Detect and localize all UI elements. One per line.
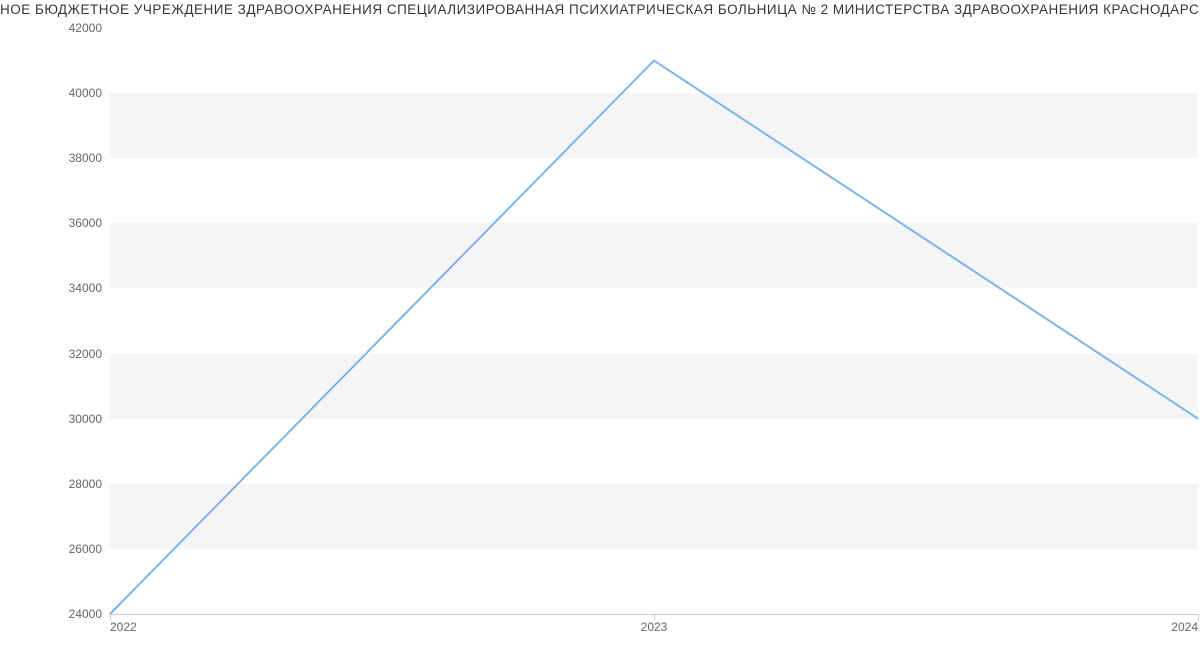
y-tick-label: 32000 [69,347,102,361]
line-series [110,61,1198,614]
series-layer [110,28,1198,614]
x-tick-label: 2024 [1171,620,1198,634]
y-tick-label: 30000 [69,412,102,426]
y-tick-label: 36000 [69,216,102,230]
y-tick-label: 38000 [69,151,102,165]
y-tick-label: 34000 [69,281,102,295]
y-tick-label: 26000 [69,542,102,556]
y-tick-label: 40000 [69,86,102,100]
x-tick-label: 2022 [110,620,137,634]
line-chart: 24000 26000 28000 30000 32000 34000 36000 38000… [0,0,1200,650]
y-tick-label: 24000 [69,607,102,621]
y-tick-label: 42000 [69,21,102,35]
plot-area: 2400026000280003000032000340003600038000… [110,28,1198,614]
x-tick-label: 2023 [641,620,668,634]
y-tick-label: 28000 [69,477,102,491]
